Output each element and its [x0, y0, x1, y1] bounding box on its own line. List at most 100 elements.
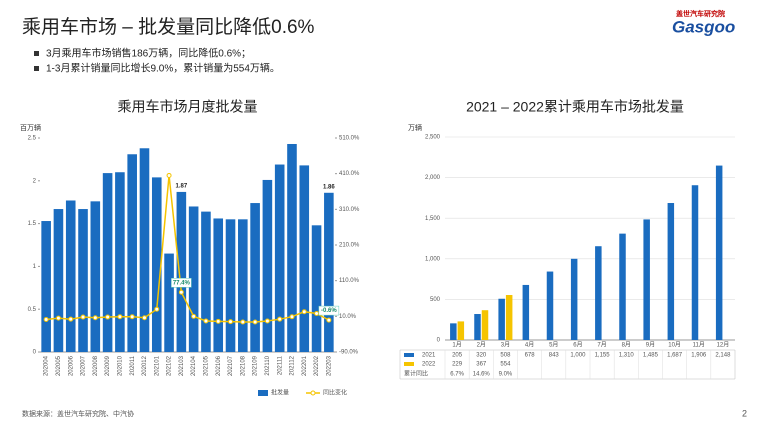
table-value: 508 — [500, 353, 511, 359]
y-tick-label: 0.5 — [28, 307, 37, 313]
y-tick-label: 2,000 — [425, 175, 441, 181]
bar — [715, 165, 723, 340]
x-tick-label: 202112 — [290, 355, 296, 375]
y-tick-label: 0 — [437, 338, 441, 344]
x-tick-label: 202104 — [191, 355, 197, 376]
x-tick-label: 202006 — [68, 355, 74, 376]
y-axis-label: 百万辆 — [20, 123, 41, 132]
x-tick-label: 202102 — [167, 355, 173, 376]
line-point — [191, 313, 197, 319]
logo-en: Gasgoo — [672, 17, 735, 36]
bar — [457, 321, 465, 340]
x-tick-label: 4月 — [525, 342, 534, 349]
x-tick-label: 1月 — [452, 342, 461, 349]
table-value: 229 — [452, 362, 463, 368]
bar — [505, 295, 513, 340]
bar — [299, 165, 310, 352]
x-tick-label: 3月 — [501, 342, 510, 349]
x-tick-label: 202009 — [105, 355, 111, 376]
y-tick-label: 1.5 — [28, 221, 37, 227]
page-number: 2 — [742, 408, 747, 418]
y2-tick-label: 10.0% — [339, 314, 357, 320]
x-tick-label: 202106 — [216, 355, 222, 376]
bar — [619, 233, 626, 340]
y-tick-label: 2 — [33, 178, 37, 184]
label-box — [171, 278, 192, 288]
x-tick-label: 12月 — [717, 342, 730, 349]
y-tick-label: 1 — [33, 264, 37, 270]
table-value: 2,148 — [715, 353, 731, 359]
bar — [115, 172, 125, 352]
legend-swatch — [258, 390, 268, 396]
x-tick-label: 202111 — [277, 355, 283, 375]
table-value: 367 — [476, 362, 487, 368]
bullet: 1-3月累计销量同比增长9.0%，累计销量为554万辆。 — [46, 62, 280, 75]
x-tick-label: 202201 — [302, 355, 308, 376]
x-tick-label: 202202 — [314, 355, 320, 376]
bar — [102, 173, 113, 352]
line-point — [301, 309, 307, 315]
line-point — [154, 306, 160, 312]
bar — [53, 209, 64, 352]
bar — [546, 271, 554, 340]
legend-point — [310, 390, 316, 396]
line-point — [240, 319, 246, 325]
legend-swatch — [404, 353, 414, 357]
x-tick-label: 202004 — [44, 355, 50, 376]
bar — [201, 211, 211, 352]
line-point — [68, 316, 74, 322]
y-tick-label: 1,000 — [425, 256, 441, 262]
table-value: 843 — [549, 353, 560, 359]
bar — [287, 143, 297, 352]
bar — [238, 219, 248, 352]
bar — [139, 148, 150, 352]
source: 数据来源：盖世汽车研究院、中汽协 — [22, 409, 134, 418]
bar — [324, 192, 334, 352]
x-tick-label: 202010 — [117, 355, 123, 376]
x-tick-label: 202110 — [265, 355, 271, 375]
chart-title: 2021 – 2022累计乘用车市场批发量 — [466, 99, 684, 115]
bar — [78, 209, 88, 352]
line-point — [43, 317, 49, 323]
x-tick-label: 6月 — [573, 342, 582, 349]
x-tick-label: 5月 — [549, 342, 558, 349]
table-value: 1,155 — [595, 353, 611, 359]
bullet-marker — [34, 66, 39, 71]
bar — [311, 225, 322, 352]
y-tick-label: 2.5 — [28, 136, 37, 142]
y-tick-label: 2,500 — [425, 135, 441, 141]
table-value: 320 — [476, 353, 487, 359]
bar — [176, 191, 187, 352]
x-tick-label: 10月 — [668, 342, 681, 349]
legend-swatch — [404, 362, 414, 366]
table-value: 1,485 — [643, 353, 659, 359]
yoy-value: 6.7% — [450, 372, 464, 378]
x-tick-label: 9月 — [646, 342, 655, 349]
table-value: 1,000 — [570, 353, 586, 359]
x-tick-label: 202107 — [228, 355, 234, 376]
table-value: 554 — [500, 362, 511, 368]
table-value: 1,906 — [691, 353, 707, 359]
table-value: 205 — [452, 353, 463, 359]
bar — [225, 219, 236, 352]
line-point — [326, 317, 332, 323]
x-tick-label: 202008 — [93, 355, 99, 376]
line-point — [92, 315, 98, 321]
y-tick-label: 0 — [33, 350, 37, 356]
yoy-label: 累计同比 — [404, 370, 428, 378]
legend-label: 批发量 — [271, 389, 289, 397]
y2-tick-label: 410.0% — [339, 171, 360, 177]
line-point — [166, 172, 172, 178]
x-tick-label: 7月 — [597, 342, 606, 349]
x-tick-label: 2月 — [477, 342, 486, 349]
x-tick-label: 11月 — [693, 342, 705, 349]
bar — [164, 253, 174, 352]
bar — [570, 258, 578, 340]
x-tick-label: 202103 — [179, 355, 185, 376]
x-tick-label: 202109 — [253, 355, 259, 376]
y-axis-label: 万辆 — [408, 123, 422, 132]
line-point — [55, 315, 61, 321]
yoy-value: 9.0% — [499, 372, 513, 378]
line-value-label: -0.6% — [321, 308, 337, 314]
bar — [250, 203, 260, 352]
